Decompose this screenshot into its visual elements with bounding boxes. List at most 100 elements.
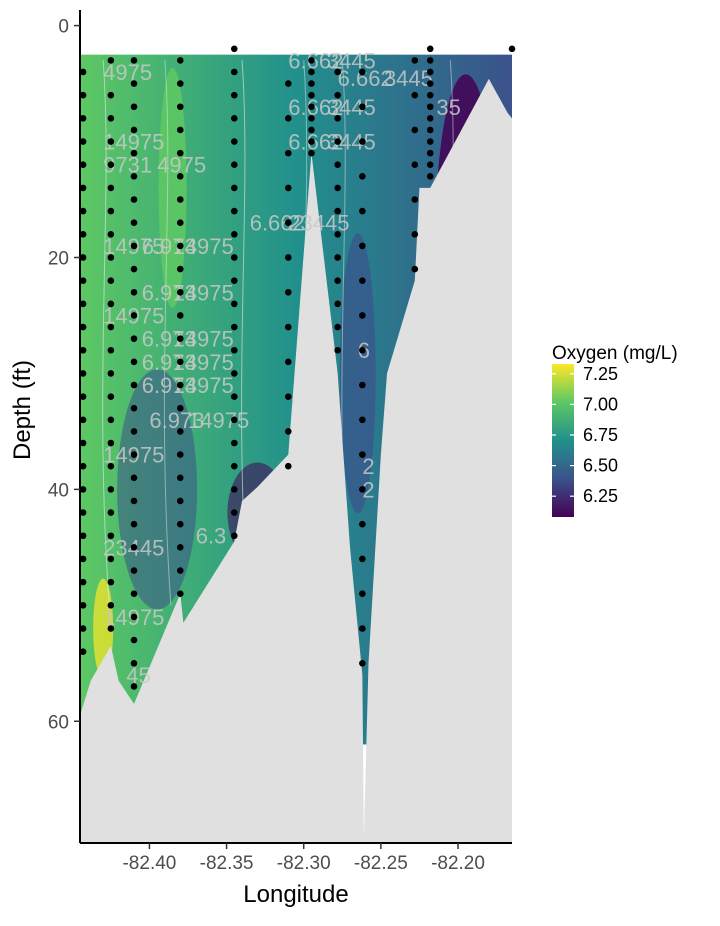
sample-point-7-0 <box>334 68 341 76</box>
sample-point-7-7 <box>334 230 341 238</box>
sample-point-3-15 <box>176 404 184 412</box>
sample-point-1-0 <box>107 57 115 64</box>
sample-point-3-1 <box>176 80 184 87</box>
contour-label-27: 6.662 <box>338 66 393 91</box>
oxygen-patch-3 <box>117 369 198 610</box>
sample-point-6-2 <box>308 80 315 87</box>
sample-point-11-0 <box>508 45 516 53</box>
legend-tick-label: 7.25 <box>583 364 618 384</box>
surface-gap <box>80 14 512 55</box>
sample-point-8-2 <box>359 138 366 145</box>
sample-point-1-16 <box>107 439 115 447</box>
contour-label-10: 6.973 <box>142 327 197 352</box>
contour-label-12: 6.973 <box>142 350 197 375</box>
sample-point-3-16 <box>176 428 184 435</box>
contour-line-1 <box>163 60 172 606</box>
contour-label-14: 6.973 <box>142 373 197 398</box>
sample-points <box>79 45 516 690</box>
contour-label-19: 6.3 <box>196 524 227 549</box>
sample-point-1-22 <box>107 578 115 586</box>
sample-point-6-0 <box>308 57 315 64</box>
contour-label-30: 3445 <box>327 95 376 120</box>
sample-point-4-2 <box>230 91 238 99</box>
sample-point-2-17 <box>130 451 138 458</box>
contour-label-31: 6.662 <box>288 130 343 155</box>
legend-tick-label: 7.00 <box>583 394 618 414</box>
sample-point-1-10 <box>107 300 115 308</box>
sample-point-10-3 <box>426 80 434 87</box>
sample-point-1-13 <box>107 370 115 377</box>
sample-point-5-4 <box>284 219 292 226</box>
sample-point-3-14 <box>176 381 184 389</box>
sample-point-0-15 <box>79 416 87 424</box>
sample-point-10-11 <box>426 173 434 180</box>
sample-point-1-8 <box>107 254 115 261</box>
sample-point-4-17 <box>230 439 238 447</box>
sample-point-0-13 <box>79 370 87 377</box>
sample-point-3-19 <box>176 497 184 505</box>
sample-point-3-21 <box>176 544 184 551</box>
sample-point-2-0 <box>130 57 138 64</box>
contour-line-0 <box>102 60 110 606</box>
sample-point-4-7 <box>230 207 238 215</box>
sample-point-1-7 <box>107 230 115 238</box>
sample-point-3-22 <box>176 567 184 574</box>
sample-point-1-9 <box>107 277 115 284</box>
sample-point-3-4 <box>176 149 184 157</box>
contour-label-0: 4975 <box>103 60 152 85</box>
sample-point-1-15 <box>107 416 115 424</box>
sample-point-0-4 <box>79 161 87 169</box>
sample-point-1-24 <box>107 625 115 632</box>
sample-point-4-6 <box>230 184 238 192</box>
sample-point-2-23 <box>130 590 138 598</box>
sample-point-8-6 <box>359 277 366 284</box>
sample-point-10-0 <box>426 45 434 53</box>
sample-point-2-16 <box>130 428 138 435</box>
sample-point-6-6 <box>308 126 315 134</box>
sample-point-8-13 <box>359 520 366 528</box>
sample-point-0-20 <box>79 532 87 540</box>
sample-point-10-2 <box>426 68 434 76</box>
sample-point-1-6 <box>107 207 115 215</box>
sample-point-6-7 <box>308 138 315 145</box>
sample-point-6-1 <box>308 68 315 76</box>
sample-point-2-24 <box>130 613 138 621</box>
sample-point-1-14 <box>107 393 115 400</box>
sample-point-4-0 <box>230 45 238 53</box>
sample-point-8-9 <box>359 381 366 389</box>
x-axis-label: Longitude <box>243 881 348 908</box>
sample-point-1-20 <box>107 532 115 540</box>
sample-point-7-2 <box>334 115 341 122</box>
sample-point-1-18 <box>107 486 115 493</box>
sample-point-1-3 <box>107 138 115 145</box>
sample-point-0-14 <box>79 393 87 400</box>
sample-point-5-5 <box>284 254 292 261</box>
sample-point-5-9 <box>284 393 292 400</box>
sample-point-7-3 <box>334 138 341 145</box>
sample-point-9-2 <box>411 126 419 134</box>
sample-point-0-25 <box>79 648 87 655</box>
sample-point-10-6 <box>426 115 434 122</box>
sample-point-8-7 <box>359 312 366 319</box>
sample-point-3-6 <box>176 196 184 203</box>
sample-point-10-1 <box>426 57 434 64</box>
x-tick-label: -82.40 <box>122 853 176 874</box>
sample-point-0-11 <box>79 323 87 331</box>
sample-point-0-19 <box>79 509 87 516</box>
sample-point-9-0 <box>411 57 419 64</box>
sample-point-2-10 <box>130 288 138 296</box>
y-tick-label: 0 <box>58 17 69 38</box>
contour-label-26: 3445 <box>327 48 376 73</box>
sample-point-2-6 <box>130 196 138 203</box>
sample-point-8-14 <box>359 555 366 563</box>
sample-point-4-12 <box>230 323 238 331</box>
contour-label-25: 6.662 <box>288 48 343 73</box>
sample-point-4-18 <box>230 462 238 470</box>
oxygen-patch-4 <box>158 67 187 308</box>
sample-point-3-8 <box>176 242 184 250</box>
sample-point-8-3 <box>359 173 366 180</box>
sample-point-2-15 <box>130 404 138 412</box>
sample-point-5-0 <box>284 80 292 87</box>
sample-point-0-8 <box>79 254 87 261</box>
x-tick-label: -82.30 <box>277 853 331 874</box>
